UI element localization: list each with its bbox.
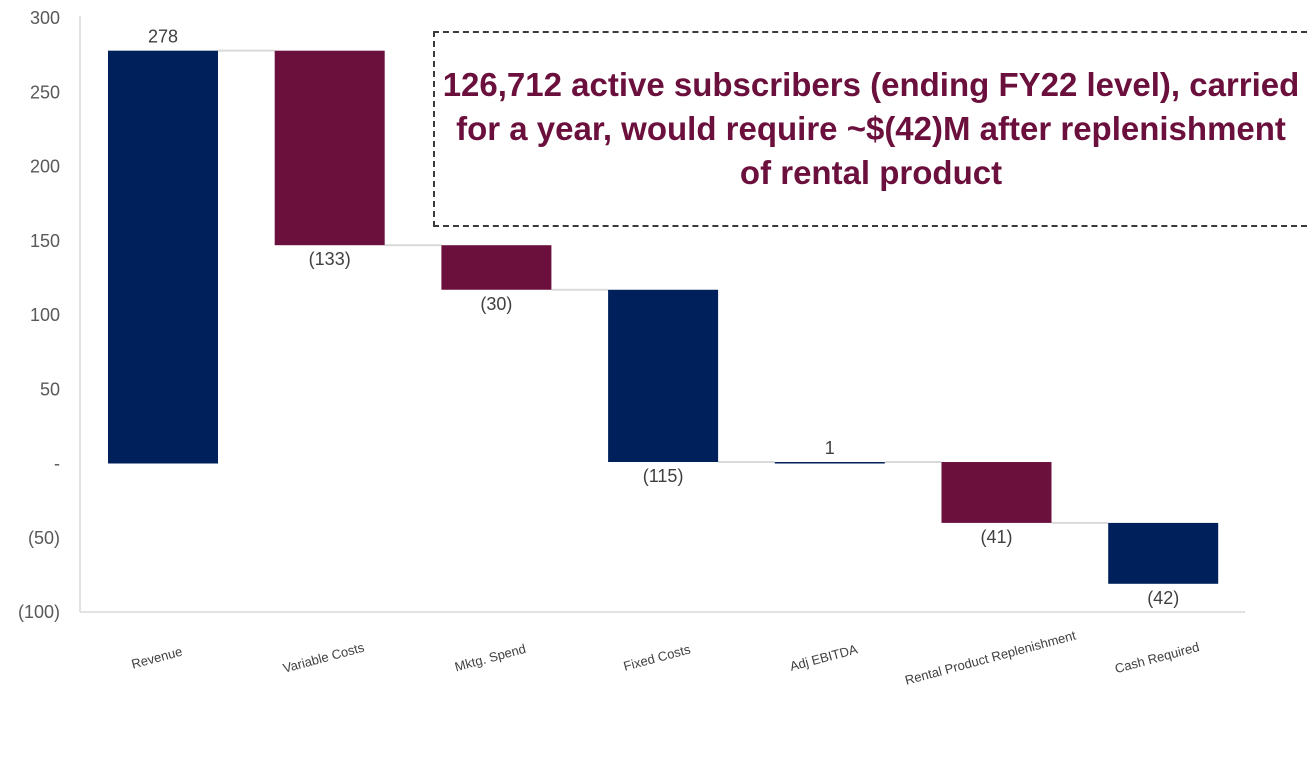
callout-box: 126,712 active subscribers (ending FY22 … <box>433 31 1307 227</box>
data-labels: 278 (133) (30) (115) 1 (41) (42) <box>148 27 1179 608</box>
y-tick-label: 100 <box>30 305 60 325</box>
y-tick-label: 300 <box>30 8 60 28</box>
data-label: (115) <box>643 466 684 486</box>
bar-fixed-costs <box>608 289 719 463</box>
x-tick-label: Revenue <box>130 644 184 672</box>
connectors <box>218 49 1109 524</box>
x-tick-label: Mktg. Spend <box>453 641 527 674</box>
x-axis: Revenue Variable Costs Mktg. Spend Fixed Co… <box>80 611 1245 688</box>
bar-mktg-spend <box>441 245 552 290</box>
y-tick-label: 50 <box>40 379 60 399</box>
callout-text: 126,712 active subscribers (ending FY22 … <box>442 66 1300 191</box>
data-label: (30) <box>480 294 512 314</box>
y-tick-label: 250 <box>30 82 60 102</box>
data-label: 1 <box>825 438 835 458</box>
y-axis: 300 250 200 150 100 50 - (50) (100) <box>18 8 81 622</box>
data-label: 278 <box>148 27 178 47</box>
y-tick-label: (100) <box>18 602 60 622</box>
bar-adj-ebitda <box>774 462 885 464</box>
y-tick-label: (50) <box>28 528 60 548</box>
bar-cash-required <box>1108 522 1219 584</box>
x-tick-label: Cash Required <box>1113 639 1201 676</box>
bar-variable-costs <box>274 50 385 246</box>
y-tick-label: 200 <box>30 157 60 177</box>
y-tick-label: - <box>54 454 60 474</box>
bar-revenue <box>108 50 218 464</box>
bars <box>108 50 1219 584</box>
x-tick-label: Variable Costs <box>281 639 366 675</box>
data-label: (41) <box>980 527 1012 547</box>
bar-rental-product-replenishment <box>941 462 1052 523</box>
y-tick-label: 150 <box>30 231 60 251</box>
x-tick-label: Adj EBITDA <box>788 641 859 674</box>
data-label: (42) <box>1147 588 1179 608</box>
x-tick-label: Fixed Costs <box>622 641 693 673</box>
data-label: (133) <box>309 249 351 269</box>
x-tick-label: Rental Product Replenishment <box>903 627 1078 687</box>
